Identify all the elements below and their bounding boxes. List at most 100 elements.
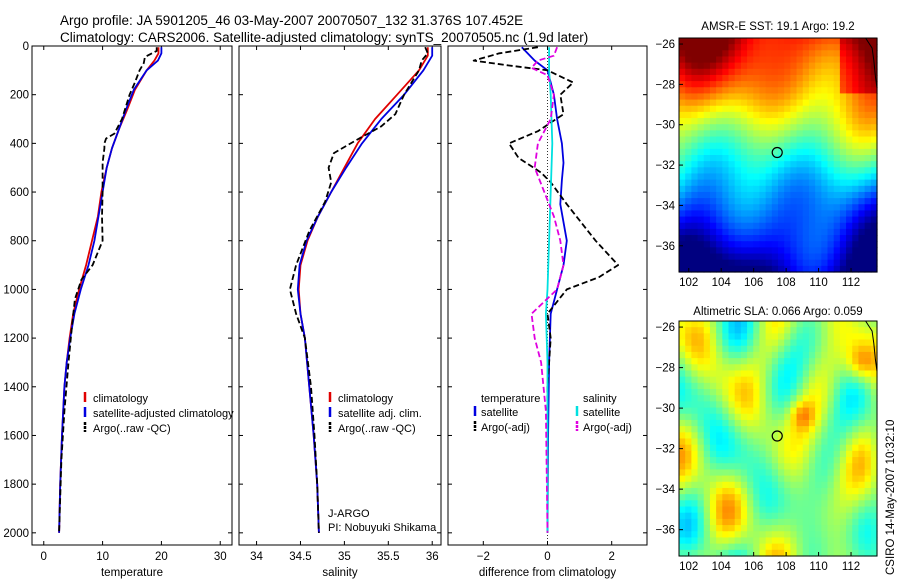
map-cell — [709, 494, 717, 501]
map-cell — [753, 93, 761, 101]
map-cell — [771, 345, 779, 353]
map-cell — [759, 543, 767, 551]
map-cell — [722, 118, 730, 125]
map-cell — [734, 185, 742, 193]
map-cell — [852, 136, 860, 144]
map-cell — [771, 50, 779, 58]
map-cell — [685, 185, 692, 193]
map-cell — [839, 179, 847, 187]
map-cell — [833, 438, 841, 446]
map-cell — [691, 481, 699, 489]
map-cell — [846, 130, 853, 138]
map-cell — [790, 401, 798, 409]
map-cell — [753, 198, 761, 205]
map-cell — [815, 475, 822, 483]
map-cell — [753, 426, 761, 433]
map-cell — [722, 38, 730, 45]
map-cell — [740, 549, 748, 557]
map-cell — [864, 351, 872, 359]
map-cell — [815, 124, 822, 131]
map-cell — [722, 463, 730, 471]
map-cell — [833, 512, 841, 520]
map-cell — [833, 210, 841, 218]
map-cell — [846, 253, 853, 261]
map-cell — [759, 247, 767, 255]
map-cell — [685, 148, 692, 156]
map-cell — [691, 130, 699, 138]
map-cell — [722, 148, 730, 156]
map-cell — [821, 259, 829, 267]
map-cell — [821, 389, 829, 396]
map-cell — [685, 93, 692, 101]
map-cell — [815, 351, 822, 359]
map-cell — [864, 500, 872, 508]
map-cell — [864, 444, 872, 452]
map-cell — [728, 130, 736, 138]
map-cell — [852, 494, 860, 501]
map-cell — [728, 525, 736, 532]
map-cell — [778, 426, 785, 433]
map-cell — [703, 155, 711, 162]
map-cell — [703, 38, 711, 45]
x-tick-label: 112 — [842, 561, 860, 573]
map-cell — [808, 494, 816, 501]
map-cell — [734, 179, 742, 187]
map-cell — [870, 93, 878, 101]
map-cell — [808, 222, 816, 230]
map-cell — [821, 87, 829, 95]
map-cell — [679, 265, 686, 273]
map-cell — [870, 426, 878, 433]
map-cell — [802, 543, 810, 551]
map-cell — [734, 469, 742, 477]
map-cell — [685, 475, 692, 483]
map-cell — [753, 228, 761, 236]
map-cell — [728, 351, 736, 359]
map-cell — [703, 216, 711, 224]
map-cell — [703, 148, 711, 156]
map-cell — [709, 469, 717, 477]
map-cell — [778, 44, 785, 51]
map-cell — [790, 173, 798, 181]
map-cell — [852, 124, 860, 131]
map-cell — [740, 235, 748, 242]
map-cell — [833, 118, 841, 125]
map-cell — [827, 370, 835, 378]
map-cell — [784, 450, 791, 458]
map-cell — [722, 124, 730, 131]
map-cell — [846, 87, 853, 95]
map-cell — [846, 124, 853, 131]
map-cell — [697, 481, 705, 489]
map-cell — [709, 537, 717, 545]
map-cell — [734, 148, 742, 156]
map-cell — [833, 222, 841, 230]
map-cell — [821, 142, 829, 150]
map-cell — [827, 185, 835, 193]
map-cell — [802, 44, 810, 51]
map-cell — [765, 124, 773, 131]
map-cell — [833, 506, 841, 514]
map-cell — [685, 531, 692, 539]
map-cell — [697, 44, 705, 51]
map-cell — [870, 512, 878, 520]
map-cell — [747, 111, 754, 119]
map-cell — [839, 401, 847, 409]
map-cell — [839, 450, 847, 458]
map-cell — [685, 228, 692, 236]
map-cell — [796, 512, 804, 520]
map-cell — [839, 136, 847, 144]
map-cell — [858, 339, 866, 347]
map-cell — [765, 500, 773, 508]
map-cell — [778, 118, 785, 125]
map-cell — [821, 228, 829, 236]
map-cell — [827, 364, 835, 372]
map-cell — [790, 204, 798, 212]
plot-frame — [238, 45, 442, 546]
map-cell — [796, 265, 804, 273]
map-cell — [858, 56, 866, 64]
map-cell — [747, 56, 754, 64]
map-cell — [685, 74, 692, 82]
map-cell — [747, 444, 754, 452]
map-cell — [808, 265, 816, 273]
map-cell — [784, 210, 791, 218]
